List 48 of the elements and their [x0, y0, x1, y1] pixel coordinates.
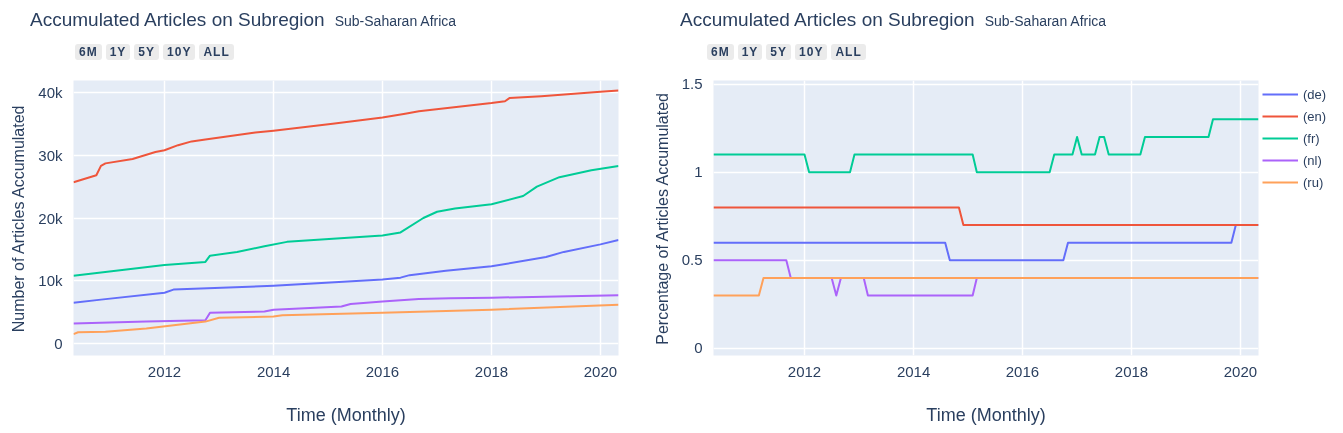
x-axis-title: Time (Monthly) — [286, 404, 406, 425]
line-series — [73, 89, 619, 184]
y-tick-label: 1.5 — [681, 75, 703, 93]
x-tick-label: 2016 — [365, 362, 400, 380]
y-axis-title: Percentage of Articles Accumulated — [653, 93, 671, 345]
x-tick-label: 2012 — [787, 362, 822, 380]
text: 5Y — [766, 44, 792, 60]
x-tick-label: 2016 — [1005, 362, 1040, 380]
x-tick-label: 2020 — [583, 362, 618, 380]
text: ALL — [831, 44, 866, 60]
text: 1Y — [105, 44, 131, 60]
y-tick-label: 0 — [54, 335, 63, 353]
x-axis-title: Time (Monthly) — [926, 404, 1046, 425]
y-tick-label: 1 — [694, 163, 703, 181]
x-tick-label: 2014 — [896, 362, 931, 380]
text: ALL — [199, 44, 234, 60]
x-tick-label: 2014 — [256, 362, 291, 380]
legend-label: (ru) — [1303, 174, 1324, 190]
text: 1Y — [737, 44, 763, 60]
text: 6M — [75, 44, 102, 60]
line-series — [73, 238, 619, 304]
legend-label: (de) — [1303, 86, 1327, 102]
text: 10Y — [795, 44, 828, 60]
y-tick-label: 40k — [38, 83, 63, 101]
x-tick-label: 2020 — [1223, 362, 1258, 380]
x-tick-label: 2018 — [1114, 362, 1149, 380]
y-axis-title: Number of Articles Accumulated — [10, 105, 28, 333]
text: 5Y — [134, 44, 160, 60]
chart-title: Accumulated Articles on Subregion — [680, 9, 975, 30]
legend-label: (nl) — [1303, 152, 1323, 168]
x-tick-label: 2018 — [474, 362, 509, 380]
legend-label: (en) — [1303, 108, 1327, 124]
line-series — [713, 118, 1259, 174]
x-tick-label: 2012 — [147, 362, 182, 380]
line-series — [73, 303, 619, 336]
legend-label: (fr) — [1303, 130, 1321, 146]
line-series — [73, 164, 619, 277]
chart-subtitle: Sub-Saharan Africa — [334, 13, 457, 29]
text: 10Y — [163, 44, 196, 60]
chart-subtitle: Sub-Saharan Africa — [984, 13, 1107, 29]
y-tick-label: 0 — [694, 339, 703, 357]
y-tick-label: 30k — [38, 146, 63, 164]
y-tick-label: 10k — [38, 272, 63, 290]
text: 6M — [707, 44, 734, 60]
chart-title: Accumulated Articles on Subregion — [30, 9, 325, 30]
y-tick-label: 20k — [38, 209, 63, 227]
line-series — [73, 294, 619, 325]
y-tick-label: 0.5 — [681, 251, 703, 269]
